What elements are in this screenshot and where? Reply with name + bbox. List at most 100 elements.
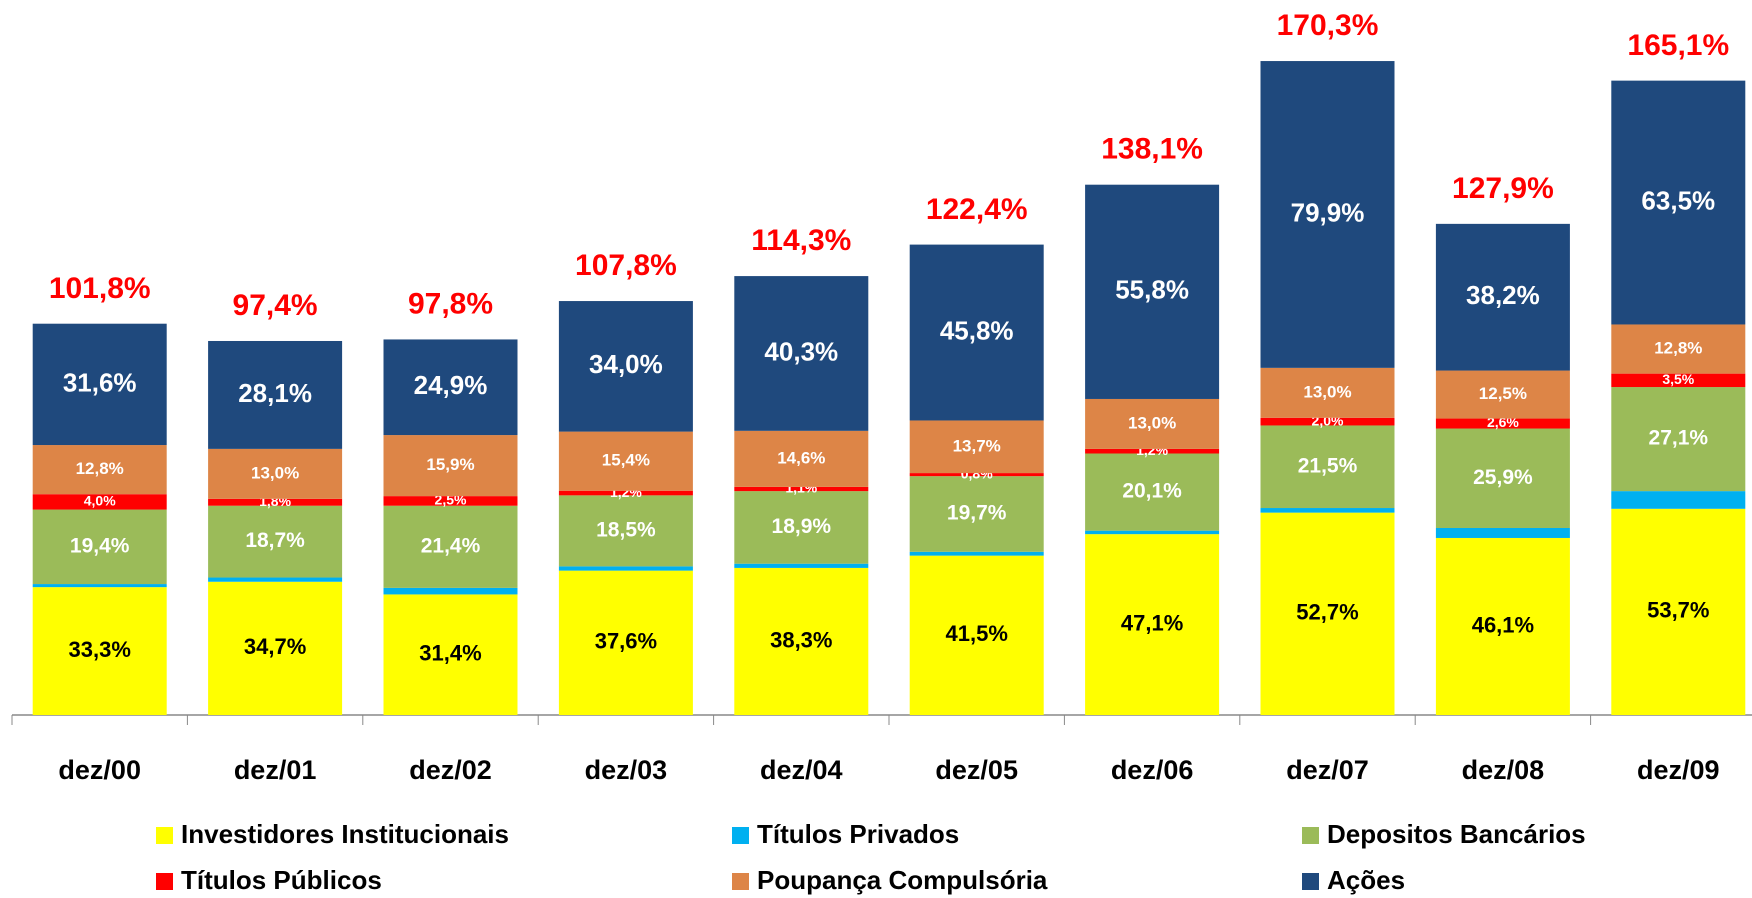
bar-segment — [558, 431, 693, 491]
data-label: 52,7% — [1296, 600, 1358, 625]
legend-swatch — [1302, 827, 1319, 844]
total-label: 114,3% — [751, 224, 851, 257]
bar-segment — [208, 505, 343, 578]
bar-segment — [1611, 324, 1746, 374]
bar-segment — [32, 445, 167, 495]
bar-segment — [558, 495, 693, 567]
total-label: 138,1% — [1101, 133, 1203, 166]
bar-segment — [1260, 512, 1395, 715]
data-label: 28,1% — [238, 378, 312, 408]
bar-segment — [383, 435, 518, 497]
data-label: 12,8% — [76, 459, 124, 478]
bar-segment — [1611, 80, 1746, 325]
data-label: 45,8% — [940, 315, 1014, 345]
data-label: 12,8% — [1654, 339, 1702, 358]
legend-swatch — [732, 873, 749, 890]
bar-segment — [208, 340, 343, 449]
bar-segment — [1085, 534, 1220, 715]
legend-swatch — [156, 827, 173, 844]
x-tick-label: dez/01 — [234, 755, 317, 785]
bar-segment — [1085, 184, 1220, 399]
total-label: 107,8% — [575, 249, 677, 282]
data-label: 20,1% — [1122, 480, 1182, 503]
bar-segment — [1435, 418, 1570, 429]
bar-segment — [558, 301, 693, 432]
bar-segment — [32, 494, 167, 510]
bar-segment — [1611, 387, 1746, 492]
data-label: 55,8% — [1115, 275, 1189, 305]
data-label: 46,1% — [1472, 612, 1534, 637]
data-label: 53,7% — [1647, 598, 1709, 623]
data-label: 34,0% — [589, 349, 663, 379]
x-tick-label: dez/08 — [1462, 755, 1545, 785]
bar-segment — [32, 584, 167, 588]
data-label: 21,5% — [1298, 454, 1358, 477]
bar-segment — [208, 577, 343, 582]
data-label: 63,5% — [1641, 185, 1715, 215]
bar-segment — [1085, 398, 1220, 449]
bar-segment — [208, 581, 343, 715]
bar-segment — [1260, 417, 1395, 426]
bar-segment — [1435, 223, 1570, 371]
data-label: 41,5% — [946, 621, 1008, 646]
bar-segment — [1260, 367, 1395, 418]
x-tick-label: dez/05 — [935, 755, 1018, 785]
x-tick-label: dez/07 — [1286, 755, 1369, 785]
legend-label: Investidores Institucionais — [181, 819, 509, 849]
bar-segment — [1260, 508, 1395, 513]
bar-segment — [734, 430, 869, 487]
total-label: 101,8% — [49, 272, 151, 305]
bar-segment — [1435, 527, 1570, 538]
bar-segment — [1611, 491, 1746, 509]
bar-segment — [32, 509, 167, 585]
data-label: 13,0% — [251, 463, 299, 482]
legend-swatch — [156, 873, 173, 890]
legend-label: Poupança Compulsória — [757, 865, 1048, 895]
data-label: 13,7% — [953, 436, 1001, 455]
bar-segment — [1611, 508, 1746, 715]
bar-segment — [558, 566, 693, 571]
bar-segment — [909, 551, 1044, 556]
data-label: 31,6% — [63, 367, 137, 397]
data-label: 15,4% — [602, 451, 650, 470]
data-label: 13,0% — [1303, 382, 1351, 401]
bar-segment — [558, 570, 693, 715]
legend-label: Títulos Públicos — [181, 865, 382, 895]
x-tick-label: dez/02 — [409, 755, 492, 785]
total-label: 97,8% — [408, 287, 493, 320]
total-label: 122,4% — [926, 193, 1028, 226]
legend-swatch — [1302, 873, 1319, 890]
data-label: 18,5% — [596, 518, 656, 541]
bar-segment — [734, 491, 869, 564]
legend-label: Depositos Bancários — [1327, 819, 1586, 849]
data-label: 31,4% — [419, 641, 481, 666]
data-label: 3,5% — [1662, 371, 1694, 387]
data-label: 25,9% — [1473, 466, 1533, 489]
bar-segment — [208, 498, 343, 506]
data-label: 40,3% — [764, 336, 838, 366]
x-tick-label: dez/06 — [1111, 755, 1194, 785]
bar-segment — [734, 563, 869, 568]
bar-segment — [909, 555, 1044, 715]
legend-label: Ações — [1327, 865, 1405, 895]
total-label: 97,4% — [233, 289, 318, 322]
bar-segment — [909, 420, 1044, 474]
bar-segment — [1085, 530, 1220, 535]
total-label: 170,3% — [1277, 9, 1379, 42]
bar-segment — [734, 276, 869, 431]
data-label: 24,9% — [414, 370, 488, 400]
data-label: 38,3% — [770, 627, 832, 652]
x-tick-label: dez/04 — [760, 755, 843, 785]
data-label: 19,7% — [947, 502, 1007, 525]
legend-label: Títulos Privados — [757, 819, 959, 849]
x-tick-label: dez/09 — [1637, 755, 1720, 785]
x-tick-label: dez/00 — [58, 755, 141, 785]
data-label: 27,1% — [1649, 427, 1709, 450]
bar-segment — [909, 244, 1044, 421]
bar-segment — [32, 323, 167, 446]
data-label: 14,6% — [777, 448, 825, 467]
total-label: 165,1% — [1627, 29, 1729, 62]
data-label: 34,7% — [244, 634, 306, 659]
bar-segment — [1260, 61, 1395, 368]
